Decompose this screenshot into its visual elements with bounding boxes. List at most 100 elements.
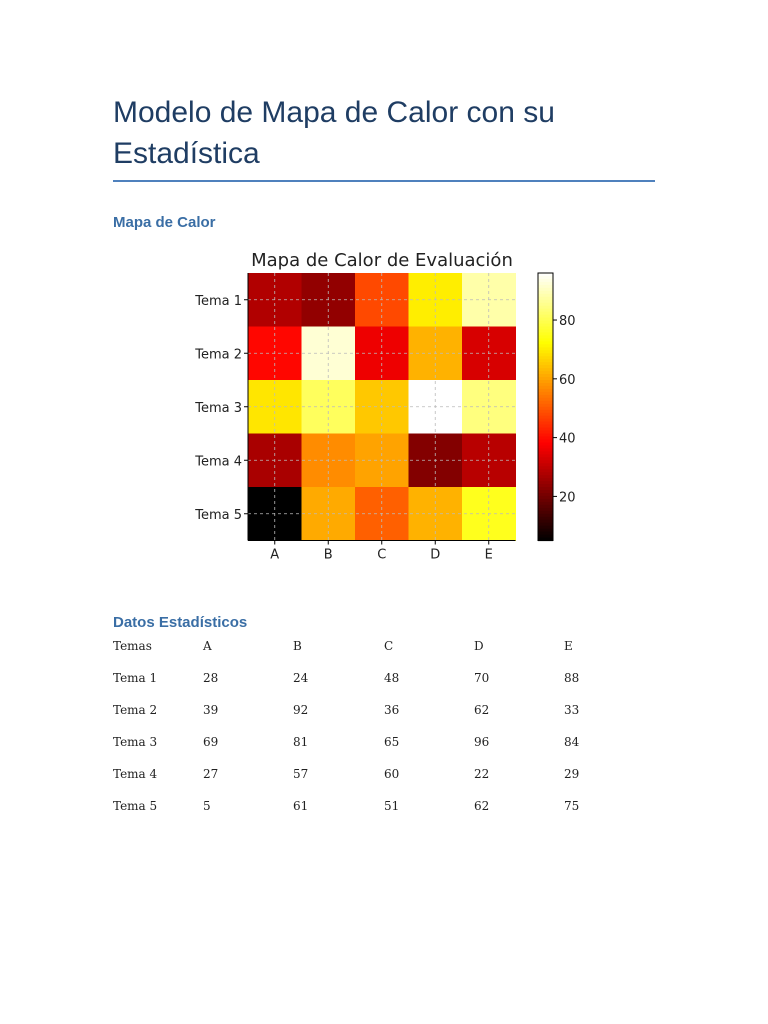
colorbar-segment [538,353,553,357]
colorbar-segment [538,374,553,378]
y-tick-label: Tema 4 [194,454,242,469]
page-title: Modelo de Mapa de Calor con su Estadísti… [113,96,555,170]
colorbar-segment [538,302,553,307]
colorbar-segment [538,281,553,286]
table-cell: 39 [203,703,219,717]
colorbar-segment [538,278,553,283]
y-tick-label: Tema 5 [194,508,242,523]
table-header-cell: C [384,639,394,653]
colorbar-segment [538,439,553,444]
table-cell: 75 [564,799,580,813]
table-cell: 48 [384,671,400,685]
colorbar-segment [538,510,553,515]
colorbar-segment [538,466,553,470]
table-cell: 62 [474,703,490,717]
colorbar-segment [538,424,553,429]
stats-section-heading: Datos Estadísticos [113,614,248,631]
colorbar-segment [538,394,553,399]
colorbar-segment [538,427,553,432]
table-cell: 33 [564,703,580,717]
colorbar-tick-label: 80 [559,314,576,329]
colorbar-segment [538,341,553,345]
x-tick-label: A [270,548,279,563]
colorbar-segment [538,356,553,360]
title-divider [113,180,655,182]
table-cell: Tema 3 [113,735,158,749]
chart-title: Mapa de Calor de Evaluación [251,250,513,271]
colorbar-segment [538,430,553,435]
colorbar-segment [538,454,553,458]
colorbar-segment [538,445,553,449]
colorbar-segment [538,475,553,479]
table-header-cell: A [203,639,212,653]
table-cell: 22 [474,767,490,781]
x-tick-label: E [485,548,493,563]
colorbar-segment [538,537,553,542]
colorbar-segment [538,498,553,503]
table-cell: 65 [384,735,400,749]
colorbar-segment [538,314,553,319]
colorbar-segment [538,391,553,396]
colorbar-segment [538,516,553,521]
colorbar-segment [538,382,553,387]
x-tick-label: C [377,548,386,563]
heatmap-chart: Mapa de Calor de Evaluación Tema 1 Tema 2… [194,250,576,563]
colorbar-segment [538,365,553,369]
colorbar-segment [538,433,553,438]
colorbar-segment [538,293,553,298]
table-cell: 28 [203,671,219,685]
colorbar-segment [538,525,553,530]
colorbar-segment [538,380,553,384]
colorbar-segment [538,326,553,331]
colorbar-segment [538,487,553,491]
colorbar-segment [538,388,553,393]
colorbar-segment [538,284,553,289]
colorbar-frame [537,272,554,541]
colorbar-segment [538,400,553,405]
table-cell: 84 [564,735,580,749]
table-header-cell: E [564,639,573,653]
colorbar-segment [538,335,553,339]
table-cell: 27 [203,767,219,781]
colorbar-segment [538,287,553,292]
colorbar-segment [538,492,553,497]
colorbar-segment [538,534,553,539]
colorbar-segment [538,412,553,417]
colorbar-segment [538,275,553,280]
colorbar-segment [538,323,553,328]
colorbar-segment [538,347,553,351]
colorbar-segment [538,290,553,295]
colorbar-segment [538,418,553,423]
colorbar-segment [538,317,553,322]
colorbar-segment [538,409,553,414]
table-cell: 62 [474,799,490,813]
colorbar-segment [538,332,553,337]
colorbar-segment [538,377,553,381]
colorbar-tick-label: 20 [559,490,576,505]
colorbar-segment [538,484,553,488]
y-tick-label: Tema 1 [194,294,242,309]
colorbar-segment [538,463,553,467]
colorbar-segment [538,362,553,366]
colorbar-segment [538,320,553,325]
y-tick-label: Tema 3 [194,401,242,416]
table-cell: 70 [474,671,490,685]
table-cell: 92 [293,703,309,717]
colorbar-segment [538,406,553,411]
table-cell: Tema 5 [113,799,158,813]
colorbar-segment [538,528,553,533]
colorbar-segment [538,311,553,316]
x-tick-label: D [430,548,440,563]
colorbar-segment [538,338,553,342]
colorbar-segment [538,513,553,518]
colorbar-segment [538,305,553,310]
table-cell: 88 [564,671,580,685]
colorbar-segment [538,531,553,536]
colorbar-segment [538,403,553,408]
table-cell: 61 [293,799,309,813]
colorbar-segment [538,421,553,426]
colorbar-segment [538,296,553,301]
colorbar-segment [538,469,553,473]
table-cell: 57 [293,767,309,781]
x-tick-label: B [324,548,333,563]
